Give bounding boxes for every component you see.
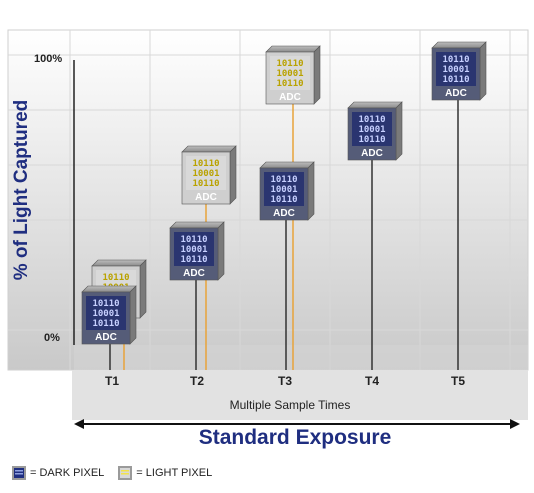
exposure-label: Standard Exposure [198,426,392,449]
time-axis-band [72,370,528,420]
chip-bit-row: 10001 [192,169,219,179]
y-tick-100: 100% [34,53,63,65]
time-label-t3: T3 [277,374,292,388]
dark-pixel-swatch-icon [12,466,26,480]
chip-bit-row: 10001 [92,309,119,319]
chip-bit-row: 10110 [192,179,219,189]
chip-bit-row: 10110 [276,79,303,89]
y-axis-label: % of Light Captured [11,99,33,281]
time-label-t2: T2 [189,374,204,388]
chip-bit-row: 10110 [180,255,207,265]
chip-bit-row: 10001 [442,65,469,75]
chip-bit-row: 10001 [180,245,207,255]
legend-dark-label: = DARK PIXEL [30,467,105,479]
time-label-t1: T1 [104,374,119,388]
chip-bit-row: 10110 [192,159,219,169]
time-label-t4: T4 [364,374,379,388]
chip-adc-label: ADC [95,332,117,343]
pixel-chips: 101101000110110ADC101101000110110ADC1011… [81,41,487,345]
chip-adc-label: ADC [279,92,301,103]
chip-bit-row: 10110 [270,175,297,185]
chip-bit-row: 10110 [358,115,385,125]
diagram: 101101000110110ADC101101000110110ADC1011… [7,29,529,420]
exposure-arrow [74,419,520,429]
chip-bit-row: 10001 [276,69,303,79]
chip-adc-label: ADC [273,208,295,219]
chip-adc-label: ADC [361,148,383,159]
chip-bit-row: 10110 [180,235,207,245]
light-pixel-swatch-icon [118,466,133,480]
baseline-shade [74,345,528,370]
chip-bit-row: 10110 [442,75,469,85]
chip-bit-row: 10001 [270,185,297,195]
chip-adc-label: ADC [445,88,467,99]
chip-bit-row: 10110 [92,299,119,309]
diagram-canvas: 101101000110110ADC101101000110110ADC1011… [7,29,529,420]
chip-bit-row: 10110 [276,59,303,69]
legend: = DARK PIXEL = LIGHT PIXEL [12,464,212,482]
chip-bit-row: 10110 [442,55,469,65]
time-label-t5: T5 [450,374,465,388]
chip-bit-row: 10110 [92,319,119,329]
legend-light-label: = LIGHT PIXEL [136,467,213,479]
y-tick-0: 0% [44,332,60,344]
chip-bit-row: 10001 [358,125,385,135]
chip-bit-row: 10110 [270,195,297,205]
chip-adc-label: ADC [195,192,217,203]
x-axis-label: Multiple Sample Times [229,398,351,412]
chip-adc-label: ADC [183,268,205,279]
chip-bit-row: 10110 [358,135,385,145]
chip-bit-row: 10110 [102,273,129,283]
